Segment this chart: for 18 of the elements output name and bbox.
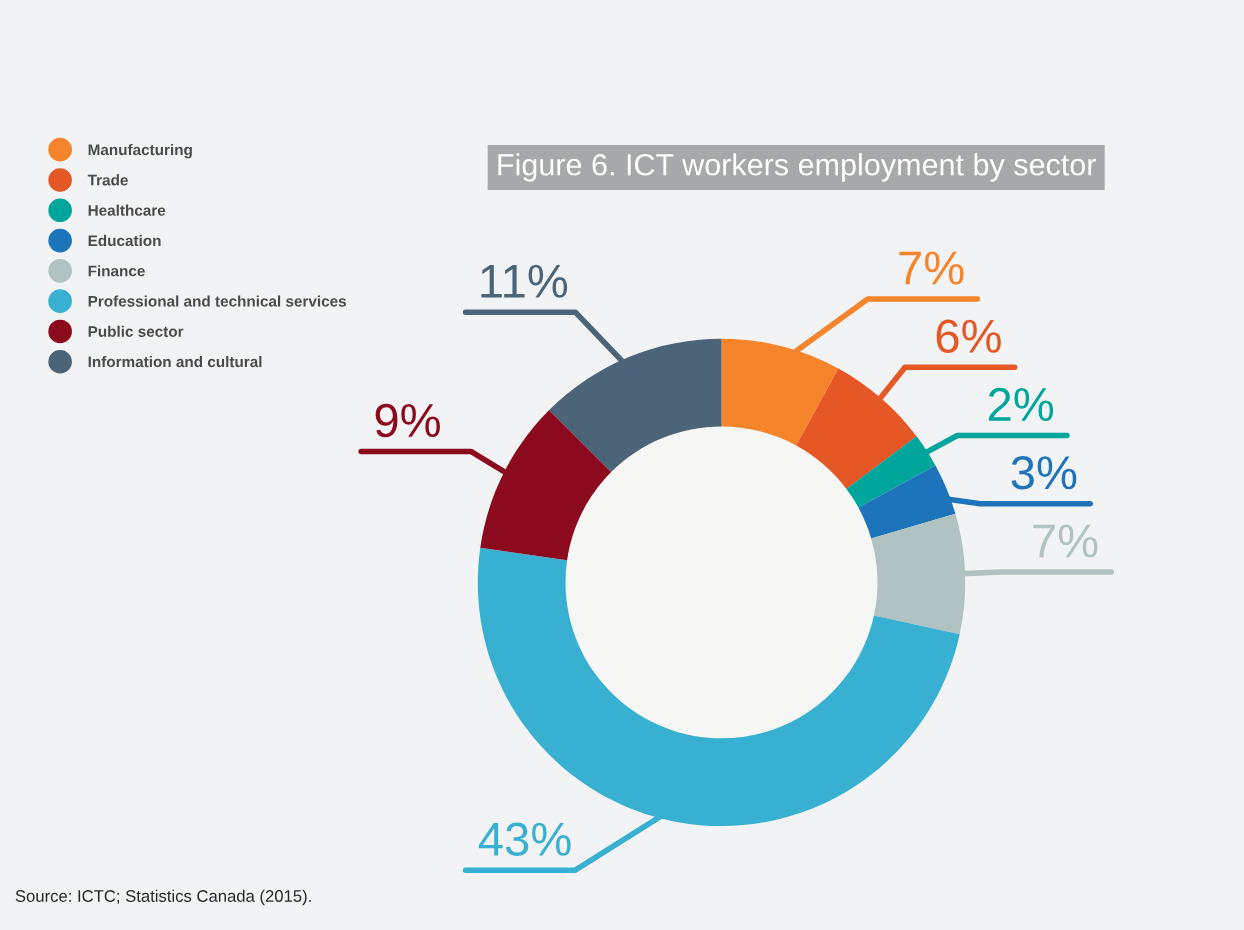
data-label: 11% [481,264,568,298]
data-label: 43% [478,822,571,856]
legend-label: Public sector [88,325,184,337]
legend-label: Healthcare [88,204,166,216]
legend-label: Trade [87,174,128,186]
data-label: 3% [1011,456,1077,490]
legend-label: Finance [88,265,145,277]
legend-label: Education [88,234,161,247]
data-label: 2% [988,387,1054,422]
data-label: 9% [375,403,440,438]
data-label: 6% [936,319,1001,354]
data-label: 7% [1033,524,1098,558]
source-note: Source: ICTC; Statistics Canada (2015). [15,889,311,906]
chart-title: Figure 6. ICT workers employment by sector [498,153,1096,182]
data-label: 7% [899,251,964,285]
legend-label: Manufacturing [88,143,192,159]
legend-label: Information and cultural [88,356,262,368]
legend-label: Professional and technical services [88,295,346,307]
